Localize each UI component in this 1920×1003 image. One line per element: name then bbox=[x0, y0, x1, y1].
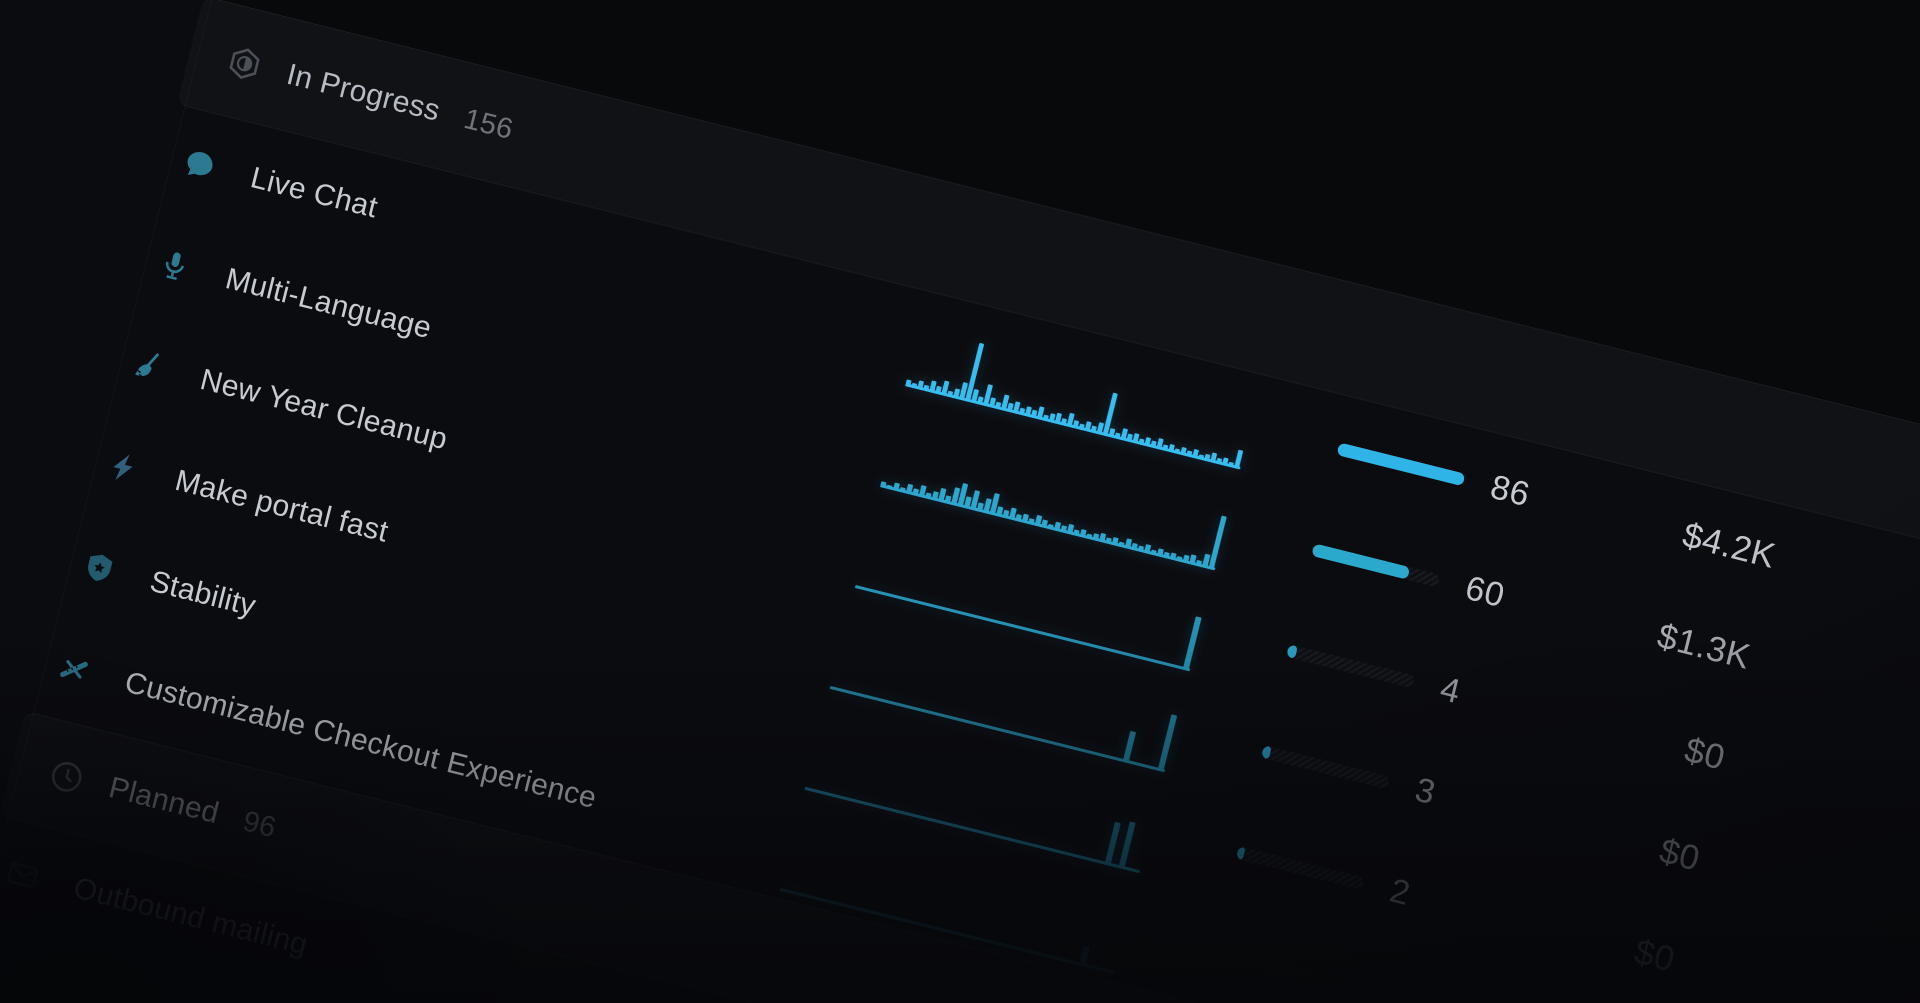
votes-progress-fill bbox=[1286, 644, 1298, 659]
votes-progress-fill bbox=[1210, 946, 1214, 960]
lightning-bolt-icon bbox=[104, 447, 145, 488]
envelope-icon bbox=[2, 855, 43, 896]
vote-count: 86 bbox=[1486, 467, 1534, 515]
vote-count: 60 bbox=[1461, 568, 1509, 616]
design-tools-icon bbox=[53, 649, 94, 690]
feature-name: Stability bbox=[146, 564, 260, 623]
feature-name: Live Chat bbox=[247, 161, 381, 225]
chat-bubble-icon bbox=[179, 144, 220, 185]
vote-count: 2 bbox=[1386, 871, 1415, 914]
vote-count: 4 bbox=[1436, 669, 1465, 712]
votes-progress-track bbox=[1235, 845, 1365, 891]
section-title: Planned bbox=[105, 771, 223, 831]
votes-progress-track bbox=[1286, 644, 1416, 689]
broom-icon bbox=[129, 346, 170, 387]
feature-name: Multi-Language bbox=[222, 262, 435, 346]
shield-star-icon bbox=[78, 548, 119, 589]
votes-progress-fill bbox=[1336, 442, 1466, 487]
feature-name: Make portal fast bbox=[171, 463, 392, 549]
section-title: In Progress bbox=[283, 57, 444, 128]
votes-progress-fill bbox=[1260, 745, 1272, 760]
votes-progress-track bbox=[1210, 946, 1340, 991]
votes-progress-fill bbox=[1235, 845, 1246, 861]
vote-count: 3 bbox=[1411, 770, 1440, 813]
microphone-icon bbox=[154, 245, 195, 286]
planned-status-icon bbox=[45, 755, 89, 799]
in-progress-status-icon bbox=[223, 42, 267, 86]
section-count: 96 bbox=[239, 804, 280, 844]
section-count: 156 bbox=[460, 102, 517, 146]
votes-progress-track bbox=[1336, 442, 1466, 487]
votes-progress-fill bbox=[1311, 543, 1411, 580]
feature-name: Outbound mailing bbox=[70, 871, 312, 962]
votes-progress-track bbox=[1260, 745, 1391, 790]
votes-progress-track bbox=[1311, 543, 1441, 588]
